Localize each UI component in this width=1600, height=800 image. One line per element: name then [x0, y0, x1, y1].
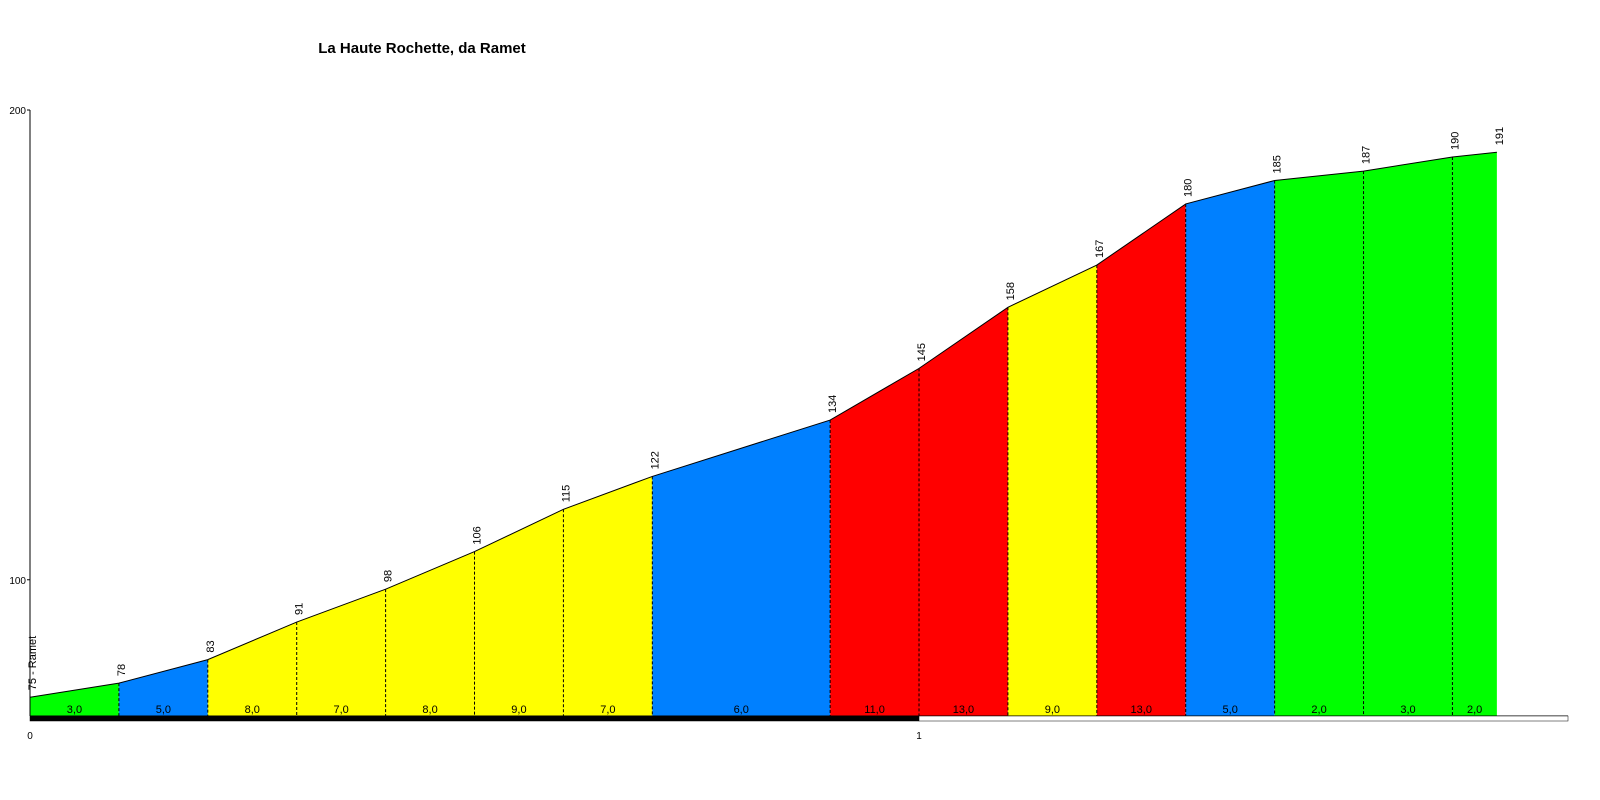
- altitude-label: 190: [1449, 132, 1461, 150]
- altitude-label: 78: [116, 664, 128, 676]
- gradient-label: 6,0: [734, 704, 749, 716]
- gradient-segment: [1363, 156, 1453, 716]
- altitude-label: 106: [472, 526, 484, 544]
- gradient-label: 2,0: [1311, 704, 1326, 716]
- gradient-segment: [652, 420, 831, 716]
- gradient-segment: [474, 509, 564, 716]
- altitude-label: 167: [1094, 240, 1106, 258]
- km-stripe: [29, 715, 920, 722]
- gradient-segment: [207, 622, 297, 716]
- altitude-label: 185: [1272, 155, 1284, 173]
- gradient-label: 11,0: [864, 704, 885, 716]
- gradient-label: 7,0: [600, 704, 615, 716]
- altitude-label: 191: [1494, 127, 1506, 145]
- altitude-label: 134: [827, 395, 839, 413]
- altitude-label: 122: [649, 451, 661, 469]
- profile-line: [29, 151, 1497, 698]
- gradient-segment: [919, 307, 1008, 716]
- gradient-segment: [30, 683, 119, 716]
- gradient-segment: [1185, 180, 1275, 717]
- x-tick-label: 0: [27, 731, 33, 742]
- x-tick-label: 1: [916, 731, 922, 742]
- gradient-label: 7,0: [334, 704, 349, 716]
- altitude-label: 158: [1005, 282, 1017, 300]
- gradient-segment: [563, 476, 653, 716]
- gradient-label: 9,0: [1045, 704, 1060, 716]
- altitude-label: 98: [383, 570, 395, 582]
- gradient-segment: [1096, 203, 1186, 716]
- altitude-label: 180: [1183, 179, 1195, 197]
- y-tick-label: 100: [9, 576, 26, 587]
- gradient-label: 5,0: [1223, 704, 1238, 716]
- altitude-label: 115: [560, 485, 572, 503]
- gradient-label: 3,0: [1400, 704, 1415, 716]
- altitude-label: 145: [916, 343, 928, 361]
- altitude-label: 91: [294, 603, 306, 615]
- gradient-segment: [296, 589, 386, 716]
- km-stripe: [918, 715, 1569, 722]
- gradient-segment: [385, 551, 475, 716]
- gradient-label: 5,0: [156, 704, 171, 716]
- gradient-label: 8,0: [245, 704, 260, 716]
- gradient-label: 9,0: [511, 704, 526, 716]
- gradient-label: 3,0: [67, 704, 82, 716]
- gradient-label: 13,0: [1131, 704, 1152, 716]
- gradient-label: 2,0: [1467, 704, 1482, 716]
- chart-title: La Haute Rochette, da Ramet: [318, 40, 526, 57]
- gradient-segment: [1274, 171, 1364, 716]
- gradient-segment: [1007, 265, 1097, 716]
- y-tick-label: 200: [9, 106, 26, 117]
- gradient-label: 8,0: [422, 704, 437, 716]
- altitude-label: 83: [205, 640, 217, 652]
- gradient-segment: [1452, 152, 1497, 717]
- gradient-label: 13,0: [953, 704, 974, 716]
- altitude-label: 187: [1361, 146, 1373, 164]
- gradient-segment: [830, 368, 920, 716]
- gradient-segment: [118, 659, 208, 716]
- altitude-label: 75 - Ramet: [27, 636, 39, 690]
